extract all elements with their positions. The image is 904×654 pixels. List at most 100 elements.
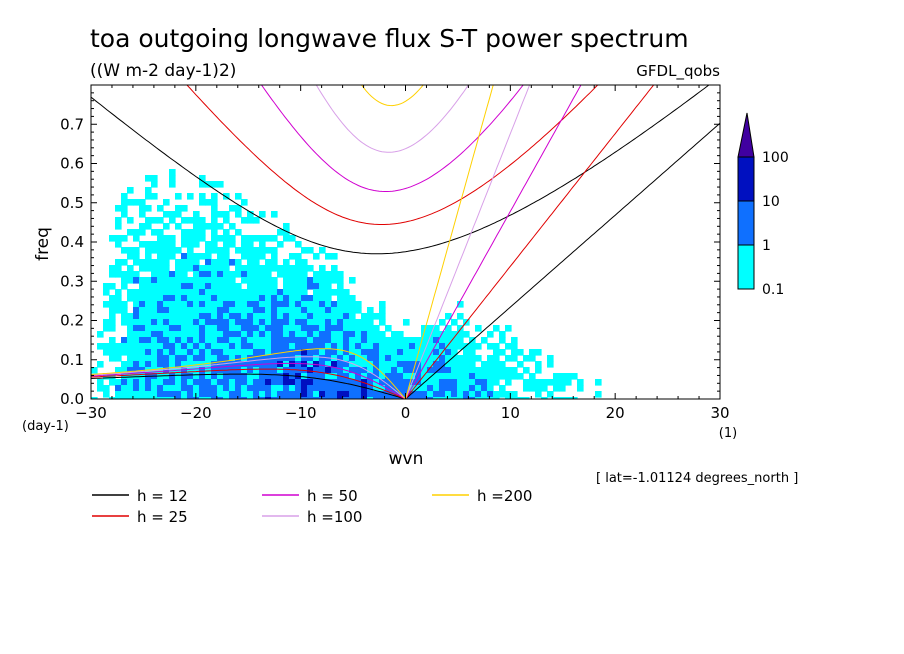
heatmap-cell <box>157 307 164 314</box>
heatmap-cell <box>265 247 272 254</box>
legend-label: h = 50 <box>307 487 358 505</box>
heatmap-cell <box>373 337 380 344</box>
heatmap-cell <box>451 343 458 350</box>
heatmap-cell <box>319 361 326 368</box>
heatmap-cell <box>277 271 284 278</box>
heatmap-cell <box>331 331 338 338</box>
heatmap-cell <box>283 355 290 362</box>
heatmap-cell <box>175 337 182 344</box>
heatmap-cell <box>121 277 128 284</box>
heatmap-cell <box>211 211 218 218</box>
heatmap-cell <box>241 307 248 314</box>
heatmap-cell <box>253 397 260 399</box>
heatmap-cell <box>439 379 446 386</box>
heatmap-cell <box>325 337 332 344</box>
heatmap-cell <box>145 187 152 194</box>
heatmap-cell <box>451 379 458 386</box>
colorbar-triangle <box>737 112 755 158</box>
heatmap-cell <box>319 367 326 374</box>
heatmap-cell <box>235 331 242 338</box>
heatmap-cell <box>127 367 134 374</box>
heatmap-cell <box>541 385 548 392</box>
heatmap-cell <box>139 361 146 368</box>
heatmap-cell <box>145 175 152 182</box>
heatmap-cell <box>145 313 152 320</box>
heatmap-cell <box>139 205 146 212</box>
heatmap-cell <box>181 379 188 386</box>
heatmap-cell <box>427 361 434 368</box>
heatmap-cell <box>295 355 302 362</box>
heatmap-cell <box>205 253 212 260</box>
heatmap-cell <box>229 391 236 398</box>
heatmap-cell <box>301 355 308 362</box>
heatmap-cell <box>205 271 212 278</box>
heatmap-cell <box>223 217 230 224</box>
heatmap-cell <box>319 247 326 254</box>
heatmap-cell <box>217 181 224 188</box>
heatmap-cell <box>187 241 194 248</box>
heatmap-cell <box>193 349 200 356</box>
heatmap-cell <box>301 379 308 386</box>
heatmap-cell <box>259 349 266 356</box>
heatmap-cell <box>211 271 218 278</box>
heatmap-cell <box>241 313 248 320</box>
heatmap-cell <box>223 265 230 272</box>
heatmap-cell <box>151 301 158 308</box>
heatmap-cell <box>181 253 188 260</box>
heatmap-cell <box>211 385 218 392</box>
heatmap-cell <box>523 367 530 374</box>
heatmap-cell <box>133 397 140 399</box>
heatmap-cell <box>247 337 254 344</box>
heatmap-cell <box>223 391 230 398</box>
heatmap-cell <box>229 337 236 344</box>
heatmap-cell <box>289 361 296 368</box>
heatmap-cell <box>145 355 152 362</box>
heatmap-cell <box>271 265 278 272</box>
heatmap-cell <box>199 349 206 356</box>
heatmap-cell <box>235 265 242 272</box>
heatmap-cell <box>427 349 434 356</box>
heatmap-cell <box>313 337 320 344</box>
heatmap-cell <box>133 277 140 284</box>
heatmap-cell <box>193 367 200 374</box>
heatmap-cell <box>277 367 284 374</box>
heatmap-cell <box>367 349 374 356</box>
heatmap-cell <box>217 211 224 218</box>
heatmap-cell <box>271 253 278 260</box>
heatmap-cell <box>115 295 122 302</box>
heatmap-cell <box>259 247 266 254</box>
heatmap-cell <box>133 235 140 242</box>
heatmap-cell <box>199 331 206 338</box>
y-tick-label: 0.3 <box>60 272 84 290</box>
heatmap-cell <box>283 313 290 320</box>
heatmap-cell <box>199 277 206 284</box>
heatmap-cell <box>211 379 218 386</box>
heatmap-cell <box>181 289 188 296</box>
heatmap-cell <box>247 289 254 296</box>
heatmap-cell <box>433 331 440 338</box>
heatmap-cell <box>283 331 290 338</box>
heatmap-cell <box>157 349 164 356</box>
heatmap-cell <box>427 355 434 362</box>
chart-title: toa outgoing longwave flux S-T power spe… <box>90 24 689 53</box>
heatmap-cell <box>145 241 152 248</box>
heatmap-cell <box>553 373 560 380</box>
heatmap-cell <box>427 325 434 332</box>
heatmap-cell <box>481 379 488 386</box>
heatmap-cell <box>127 229 134 236</box>
heatmap-cell <box>199 391 206 398</box>
heatmap-cell <box>157 313 164 320</box>
heatmap-cell <box>169 277 176 284</box>
heatmap-cell <box>559 397 566 399</box>
heatmap-cell <box>229 361 236 368</box>
heatmap-cell <box>169 169 176 176</box>
heatmap-cell <box>325 367 332 374</box>
heatmap-cell <box>481 373 488 380</box>
heatmap-cell <box>253 355 260 362</box>
heatmap-cell <box>415 343 422 350</box>
heatmap-cell <box>265 283 272 290</box>
heatmap-cell <box>211 295 218 302</box>
heatmap-cell <box>205 337 212 344</box>
heatmap-cell <box>403 385 410 392</box>
heatmap-cell <box>169 319 176 326</box>
